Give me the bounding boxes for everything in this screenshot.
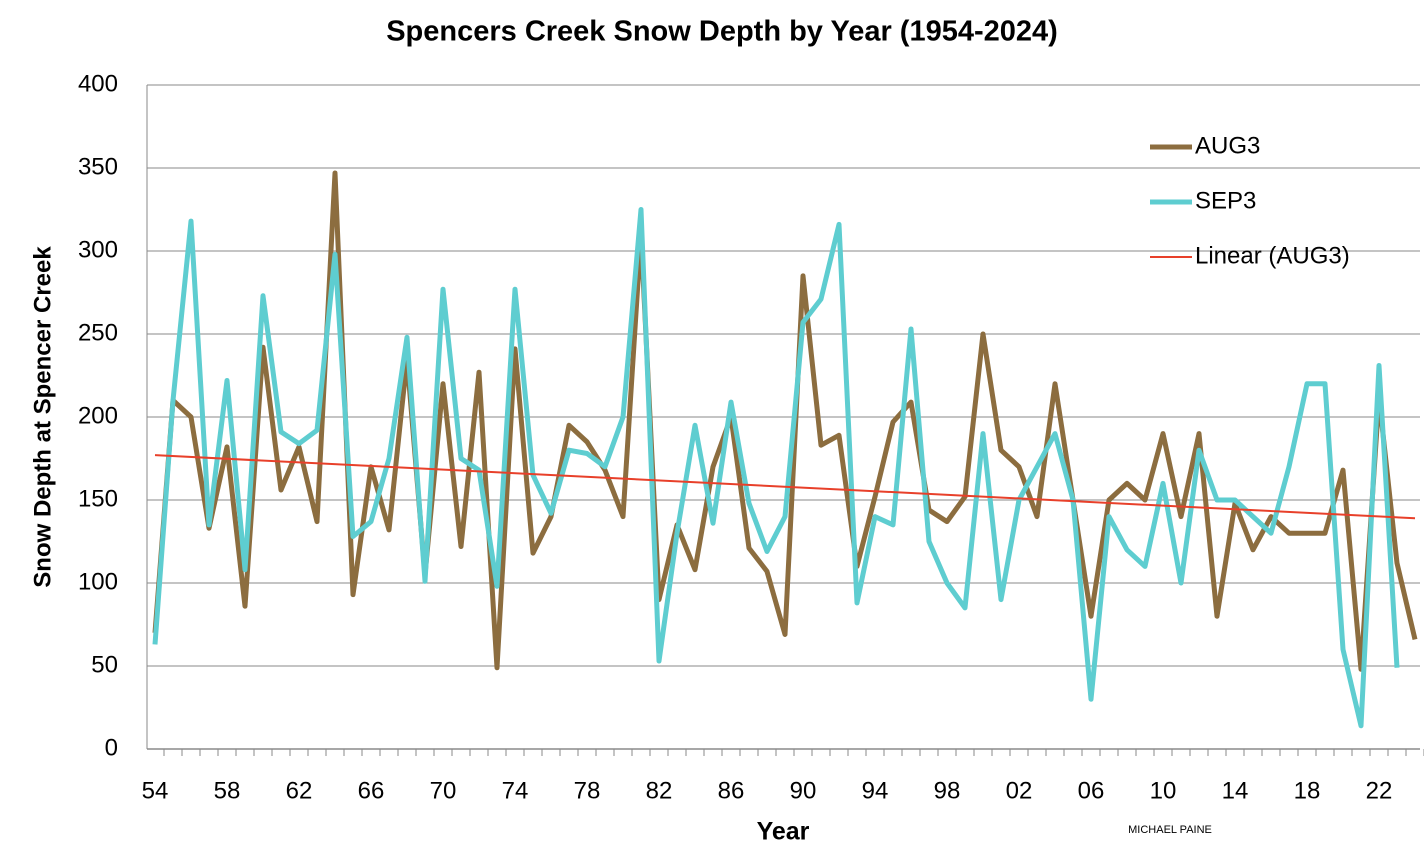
legend-label: Linear (AUG3): [1195, 242, 1350, 269]
trend-line: [154, 454, 1416, 520]
y-tick-label: 150: [78, 485, 118, 512]
x-tick-label: 98: [934, 777, 961, 804]
y-tick-label: 350: [78, 153, 118, 180]
x-tick-label: 06: [1078, 777, 1105, 804]
y-tick-label: 400: [78, 70, 118, 97]
y-tick-label: 250: [78, 319, 118, 346]
x-tick-label: 78: [574, 777, 601, 804]
x-tick-label: 82: [646, 777, 673, 804]
y-tick-label: 100: [78, 568, 118, 595]
data-line: [152, 207, 1400, 729]
x-tick-label: 54: [142, 777, 169, 804]
x-tick-label: 14: [1222, 777, 1249, 804]
x-tick-label: 90: [790, 777, 817, 804]
x-axis-title: Year: [757, 818, 810, 846]
x-tick-label: 58: [214, 777, 241, 804]
x-tick-label: 70: [430, 777, 457, 804]
x-tick-label: 02: [1006, 777, 1033, 804]
x-tick-label: 86: [718, 777, 745, 804]
y-axis-title: Snow Depth at Spencer Creek: [29, 246, 56, 588]
y-tick-label: 200: [78, 402, 118, 429]
x-tick-label: 10: [1150, 777, 1177, 804]
legend-label: AUG3: [1195, 132, 1260, 159]
x-tick-label: 74: [502, 777, 529, 804]
data-line: [152, 170, 1418, 672]
y-tick-label: 50: [91, 651, 118, 678]
x-tick-label: 94: [862, 777, 889, 804]
chart-title: Spencers Creek Snow Depth by Year (1954-…: [386, 16, 1058, 48]
legend-label: SEP3: [1195, 187, 1256, 214]
x-tick-label: 22: [1366, 777, 1393, 804]
watermark: MICHAEL PAINE: [1128, 824, 1212, 836]
x-tick-label: 62: [286, 777, 313, 804]
x-tick-label: 66: [358, 777, 385, 804]
x-tick-label: 18: [1294, 777, 1321, 804]
y-tick-label: 300: [78, 236, 118, 263]
y-tick-label: 0: [105, 734, 118, 761]
